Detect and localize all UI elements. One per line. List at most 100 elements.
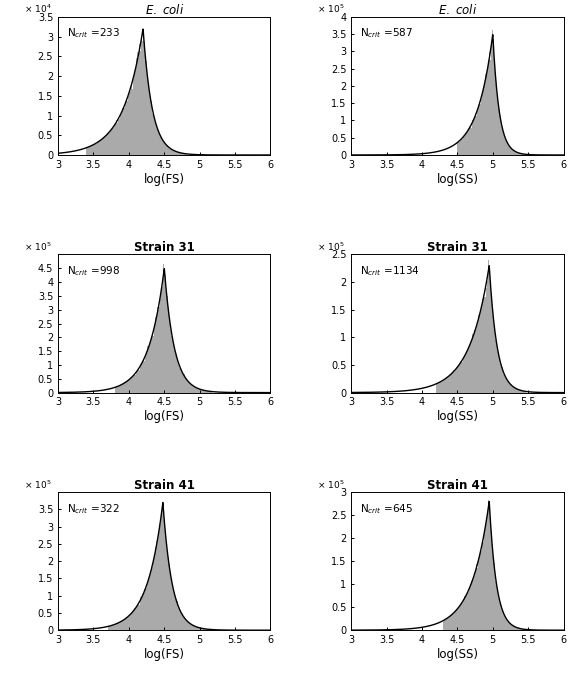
Bar — [162, 140, 163, 155]
Bar — [171, 150, 173, 155]
Text: N$_{crit}$ =322: N$_{crit}$ =322 — [67, 501, 119, 516]
Bar — [143, 30, 144, 155]
Bar — [126, 381, 127, 392]
Bar — [523, 391, 525, 392]
Bar — [521, 390, 522, 392]
Bar — [514, 150, 515, 155]
Bar — [174, 151, 175, 155]
Bar — [466, 134, 467, 155]
Bar — [475, 113, 476, 155]
Bar — [486, 276, 487, 392]
Bar — [135, 375, 136, 392]
Bar — [180, 152, 181, 155]
Bar — [448, 618, 449, 630]
Bar — [500, 116, 501, 155]
Bar — [484, 297, 485, 392]
Bar — [476, 564, 477, 630]
Title: $\it{E.\ coli}$: $\it{E.\ coli}$ — [145, 3, 184, 17]
Bar — [153, 557, 155, 630]
Bar — [156, 541, 157, 630]
Bar — [140, 51, 141, 155]
Bar — [185, 154, 187, 155]
Bar — [484, 532, 485, 630]
Bar — [178, 607, 180, 630]
Bar — [114, 388, 116, 392]
Bar — [99, 140, 101, 155]
Bar — [199, 389, 200, 392]
Bar — [180, 612, 181, 630]
Bar — [162, 287, 163, 392]
Bar — [198, 627, 199, 630]
Bar — [437, 384, 438, 392]
Bar — [451, 615, 453, 630]
Text: N$_{crit}$ =587: N$_{crit}$ =587 — [360, 26, 413, 40]
Bar — [200, 628, 202, 630]
Bar — [472, 581, 473, 630]
Bar — [173, 151, 174, 155]
Bar — [458, 607, 460, 630]
Bar — [513, 625, 514, 630]
Bar — [157, 129, 158, 155]
Bar — [200, 390, 202, 392]
Bar — [490, 60, 491, 155]
Bar — [102, 140, 103, 155]
Bar — [515, 627, 516, 630]
Bar — [204, 390, 205, 392]
Bar — [456, 609, 457, 630]
Text: $\times\ 10^{5}$: $\times\ 10^{5}$ — [24, 479, 52, 491]
Bar — [522, 629, 523, 630]
Bar — [150, 571, 151, 630]
Bar — [130, 377, 131, 392]
Bar — [512, 150, 513, 155]
Bar — [141, 596, 142, 630]
X-axis label: log(FS): log(FS) — [144, 648, 185, 661]
Bar — [173, 344, 174, 392]
Bar — [508, 381, 509, 392]
Bar — [128, 616, 129, 630]
Bar — [152, 114, 153, 155]
Title: Strain 31: Strain 31 — [427, 241, 488, 255]
Bar — [453, 614, 454, 630]
Bar — [465, 596, 466, 630]
Bar — [457, 609, 458, 630]
Bar — [191, 384, 192, 392]
Bar — [116, 120, 117, 155]
Bar — [447, 617, 448, 630]
Bar — [478, 566, 479, 630]
Bar — [457, 142, 458, 155]
Bar — [494, 576, 496, 630]
Bar — [166, 145, 167, 155]
Bar — [488, 60, 489, 155]
Bar — [193, 387, 195, 392]
Bar — [141, 40, 142, 155]
Bar — [142, 594, 143, 630]
Bar — [474, 576, 475, 630]
Bar — [203, 629, 204, 630]
Bar — [170, 329, 171, 392]
Bar — [139, 44, 140, 155]
Bar — [513, 150, 514, 155]
Bar — [170, 576, 171, 630]
Bar — [450, 375, 451, 392]
Bar — [165, 276, 166, 392]
Bar — [463, 599, 464, 630]
Bar — [454, 372, 455, 392]
Text: N$_{crit}$ =645: N$_{crit}$ =645 — [360, 501, 413, 516]
Bar — [521, 629, 522, 630]
Bar — [465, 135, 466, 155]
Bar — [465, 355, 466, 392]
Bar — [478, 315, 479, 392]
Bar — [478, 105, 479, 155]
Bar — [126, 617, 127, 630]
Bar — [155, 550, 156, 630]
Bar — [137, 370, 138, 392]
Bar — [136, 607, 137, 630]
Bar — [492, 552, 493, 630]
Bar — [511, 148, 512, 155]
Bar — [455, 611, 456, 630]
Bar — [143, 593, 144, 630]
Bar — [469, 127, 471, 155]
Bar — [491, 297, 492, 392]
Bar — [471, 128, 472, 155]
Bar — [168, 564, 170, 630]
